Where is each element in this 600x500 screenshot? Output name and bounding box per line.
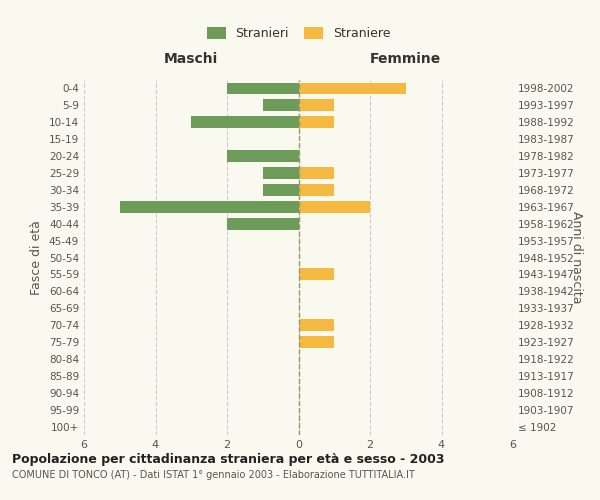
Bar (227, 82, 299, 94)
Bar (299, 184, 334, 196)
Bar (299, 201, 370, 212)
Bar (299, 167, 334, 179)
Bar (263, 100, 299, 112)
Bar (299, 116, 334, 128)
Y-axis label: Fasce di età: Fasce di età (31, 220, 43, 295)
Y-axis label: Anni di nascita: Anni di nascita (570, 211, 583, 304)
Bar (299, 319, 334, 331)
Bar (299, 82, 406, 94)
Bar (263, 184, 299, 196)
Legend: Stranieri, Straniere: Stranieri, Straniere (202, 22, 395, 46)
Bar (299, 336, 334, 348)
Bar (299, 268, 334, 280)
Text: Popolazione per cittadinanza straniera per età e sesso - 2003: Popolazione per cittadinanza straniera p… (12, 452, 445, 466)
Text: Maschi: Maschi (164, 52, 218, 66)
Bar (120, 201, 299, 212)
Bar (263, 167, 299, 179)
Bar (299, 100, 334, 112)
Bar (191, 116, 299, 128)
Bar (227, 218, 299, 230)
Text: Femmine: Femmine (370, 52, 442, 66)
Bar (227, 150, 299, 162)
Text: COMUNE DI TONCO (AT) - Dati ISTAT 1° gennaio 2003 - Elaborazione TUTTITALIA.IT: COMUNE DI TONCO (AT) - Dati ISTAT 1° gen… (12, 470, 415, 480)
